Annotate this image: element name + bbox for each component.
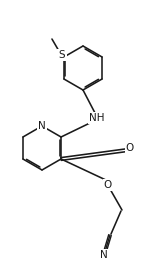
Text: NH: NH [89,113,105,123]
Text: O: O [126,143,134,153]
Text: O: O [104,180,112,190]
Text: N: N [100,250,108,260]
Text: N: N [38,121,46,131]
Text: S: S [59,50,65,60]
